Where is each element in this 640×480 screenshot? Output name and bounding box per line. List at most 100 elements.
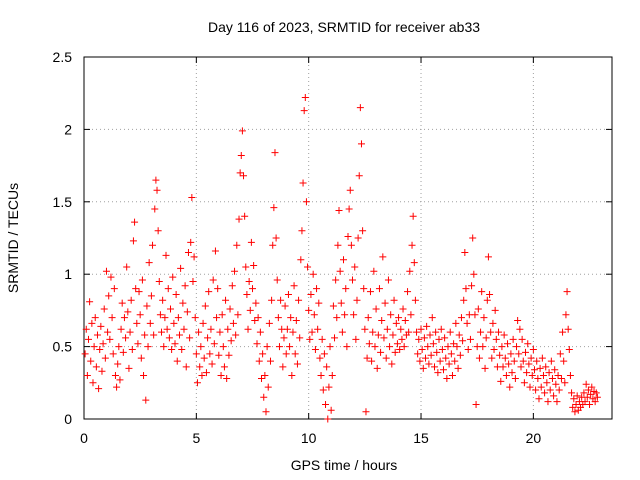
data-point xyxy=(229,319,237,327)
data-point xyxy=(189,277,197,285)
data-point xyxy=(296,334,304,342)
data-point xyxy=(444,343,452,351)
data-point xyxy=(180,325,188,333)
data-point xyxy=(453,343,461,351)
data-point xyxy=(592,389,600,397)
data-point xyxy=(505,360,513,368)
data-point xyxy=(484,253,492,261)
data-point xyxy=(105,292,113,300)
data-point xyxy=(270,204,278,212)
data-point xyxy=(459,337,467,345)
y-tick-label: 1.5 xyxy=(53,194,73,210)
data-point xyxy=(125,364,133,372)
data-point xyxy=(584,386,592,394)
data-point xyxy=(264,383,272,391)
data-point xyxy=(356,104,364,112)
data-point xyxy=(481,364,489,372)
data-point xyxy=(284,290,292,298)
data-point xyxy=(332,276,340,284)
data-point xyxy=(381,299,389,307)
data-point xyxy=(131,218,139,226)
data-point xyxy=(245,277,253,285)
data-point xyxy=(233,241,241,249)
data-point xyxy=(521,348,529,356)
data-point xyxy=(428,314,436,322)
data-point xyxy=(118,299,126,307)
data-point xyxy=(318,335,326,343)
data-point xyxy=(474,305,482,313)
data-point xyxy=(154,227,162,235)
x-tick-label: 5 xyxy=(192,430,200,446)
data-point xyxy=(325,383,333,391)
data-point xyxy=(482,334,490,342)
data-point xyxy=(287,314,295,322)
data-point xyxy=(519,357,527,365)
data-point xyxy=(327,406,335,414)
data-point xyxy=(525,360,533,368)
data-point xyxy=(156,311,164,319)
data-point xyxy=(342,285,350,293)
data-point xyxy=(219,343,227,351)
data-point xyxy=(175,331,183,339)
data-point xyxy=(404,288,412,296)
data-point xyxy=(322,401,330,409)
data-point xyxy=(334,241,342,249)
x-tick-label: 0 xyxy=(80,430,88,446)
data-point xyxy=(91,314,99,322)
data-point xyxy=(419,364,427,372)
data-point xyxy=(533,357,541,365)
data-point xyxy=(307,290,315,298)
data-point xyxy=(171,340,179,348)
data-point xyxy=(382,354,390,362)
data-point xyxy=(113,383,121,391)
data-point xyxy=(282,350,290,358)
data-point xyxy=(209,276,217,284)
data-point xyxy=(343,343,351,351)
data-point xyxy=(227,337,235,345)
data-point xyxy=(169,273,177,281)
data-point xyxy=(190,253,198,261)
data-point xyxy=(236,169,244,177)
data-point xyxy=(504,340,512,348)
data-point xyxy=(280,334,288,342)
data-point xyxy=(279,363,287,371)
data-point xyxy=(534,374,542,382)
data-point xyxy=(100,305,108,313)
data-point xyxy=(329,302,337,310)
data-point xyxy=(191,314,199,322)
data-point xyxy=(460,296,468,304)
data-point xyxy=(536,364,544,372)
data-point xyxy=(256,328,264,336)
chart-title: Day 116 of 2023, SRMTID for receiver ab3… xyxy=(208,19,480,35)
data-point xyxy=(438,345,446,353)
data-point xyxy=(429,340,437,348)
data-point xyxy=(450,340,458,348)
data-point xyxy=(478,288,486,296)
data-point xyxy=(390,296,398,304)
data-point xyxy=(158,328,166,336)
y-tick-label: 0 xyxy=(64,411,72,427)
data-point xyxy=(277,296,285,304)
data-point xyxy=(413,328,421,336)
data-point xyxy=(518,335,526,343)
data-point xyxy=(164,285,172,293)
data-point xyxy=(360,285,368,293)
data-point xyxy=(571,408,579,416)
data-point xyxy=(153,186,161,194)
data-point xyxy=(309,270,317,278)
data-point xyxy=(432,328,440,336)
data-point xyxy=(195,328,203,336)
data-point xyxy=(535,395,543,403)
data-point xyxy=(529,345,537,353)
data-point xyxy=(98,367,106,375)
data-point xyxy=(500,331,508,339)
data-point xyxy=(247,238,255,246)
data-point xyxy=(314,325,322,333)
data-point xyxy=(81,350,89,358)
data-point xyxy=(111,372,119,380)
data-point xyxy=(514,317,522,325)
data-point xyxy=(433,348,441,356)
data-point xyxy=(462,285,470,293)
data-point xyxy=(405,328,413,336)
data-point xyxy=(249,285,257,293)
